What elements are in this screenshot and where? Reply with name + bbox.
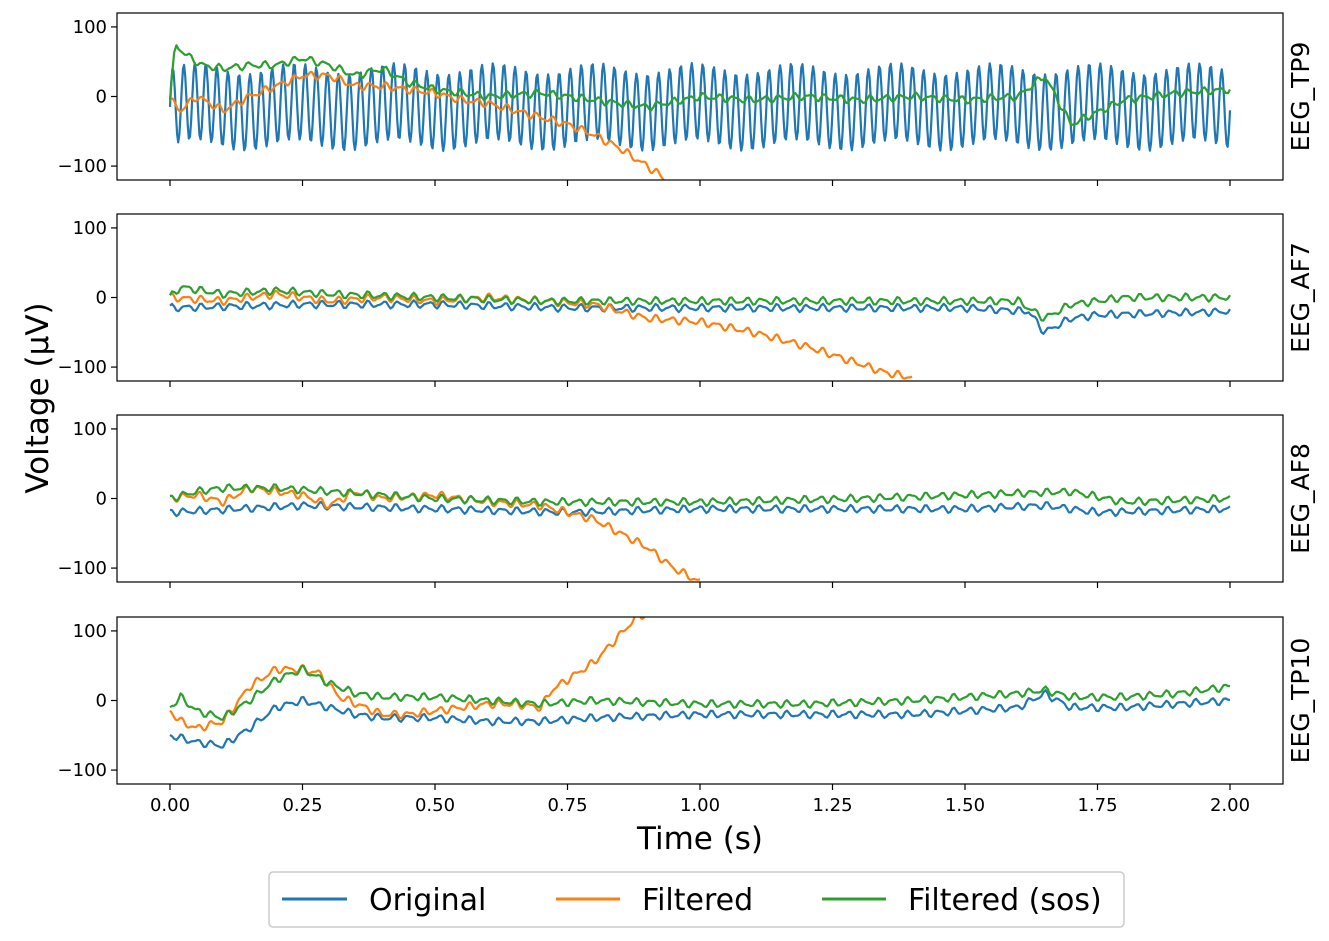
x-tick-label: 0.25 bbox=[282, 795, 322, 816]
y-tick-label: 0 bbox=[96, 691, 107, 712]
panel-eeg-tp10: −100 0 100 0.00 0.25 0.50 0.75 1.00 1.25 1.50 1.75… bbox=[58, 616, 1315, 816]
series-filtered-line bbox=[169, 617, 646, 732]
x-tick-label: 1.00 bbox=[680, 795, 720, 816]
x-tick-label: 0.75 bbox=[547, 795, 587, 816]
x-tick-label: 0.50 bbox=[415, 795, 455, 816]
series-group bbox=[168, 44, 1232, 180]
legend-label-filtered: Filtered bbox=[642, 883, 753, 918]
legend-frame bbox=[268, 871, 1125, 928]
y-tick-label: 100 bbox=[73, 218, 107, 239]
series-filtered-line bbox=[169, 70, 666, 180]
legend: Original Filtered Filtered (sos) bbox=[268, 871, 1125, 928]
x-axis-title: Time (s) bbox=[636, 821, 763, 857]
series-group bbox=[169, 285, 1231, 380]
y-tick-label: 100 bbox=[73, 17, 107, 38]
channel-label: EEG_TP9 bbox=[1286, 42, 1315, 152]
axes-frame bbox=[116, 616, 1284, 785]
series-group bbox=[169, 617, 1231, 749]
y-tick-label: −100 bbox=[58, 558, 107, 579]
series-filtered-sos-line bbox=[169, 483, 1231, 508]
series-filtered-sos-line bbox=[169, 664, 1231, 721]
series-original-line bbox=[168, 61, 1232, 152]
y-axis-title: Voltage (μV) bbox=[20, 302, 56, 493]
y-tick-label: 0 bbox=[96, 288, 107, 309]
series-filtered-sos-line bbox=[168, 44, 1231, 127]
series-filtered-sos-line bbox=[169, 285, 1231, 322]
panel-eeg-af8: −100 0 100 EEG_AF8 bbox=[58, 414, 1315, 588]
y-tick-label: 100 bbox=[73, 419, 107, 440]
series-original-line bbox=[169, 299, 1231, 335]
x-tick-label: 1.50 bbox=[945, 795, 985, 816]
panel-eeg-af7: −100 0 100 EEG_AF7 bbox=[58, 213, 1315, 387]
channel-label: EEG_AF8 bbox=[1286, 443, 1315, 554]
channel-label: EEG_AF7 bbox=[1286, 242, 1315, 353]
legend-label-original: Original bbox=[369, 883, 486, 918]
x-tick-label: 2.00 bbox=[1210, 795, 1250, 816]
series-group bbox=[169, 483, 1231, 581]
y-tick-label: 100 bbox=[73, 621, 107, 642]
series-original-line bbox=[169, 500, 1231, 518]
panel-eeg-tp9: −100 0 100 EEG_TP9 bbox=[58, 12, 1315, 186]
panels-layer: −100 0 100 EEG_TP9 −100 0 100 EEG_AF7 −100 0 100 EE… bbox=[58, 12, 1315, 816]
x-tick-label: 0.00 bbox=[150, 795, 190, 816]
y-tick-label: −100 bbox=[58, 357, 107, 378]
legend-label-filtered-sos: Filtered (sos) bbox=[908, 883, 1102, 918]
y-tick-label: 0 bbox=[96, 87, 107, 108]
x-tick-label: 1.75 bbox=[1077, 795, 1117, 816]
y-tick-label: −100 bbox=[58, 760, 107, 781]
x-tick-label: 1.25 bbox=[812, 795, 852, 816]
y-tick-label: 0 bbox=[96, 489, 107, 510]
series-original-line bbox=[169, 689, 1231, 749]
y-tick-label: −100 bbox=[58, 156, 107, 177]
channel-label: EEG_TP10 bbox=[1286, 638, 1315, 764]
